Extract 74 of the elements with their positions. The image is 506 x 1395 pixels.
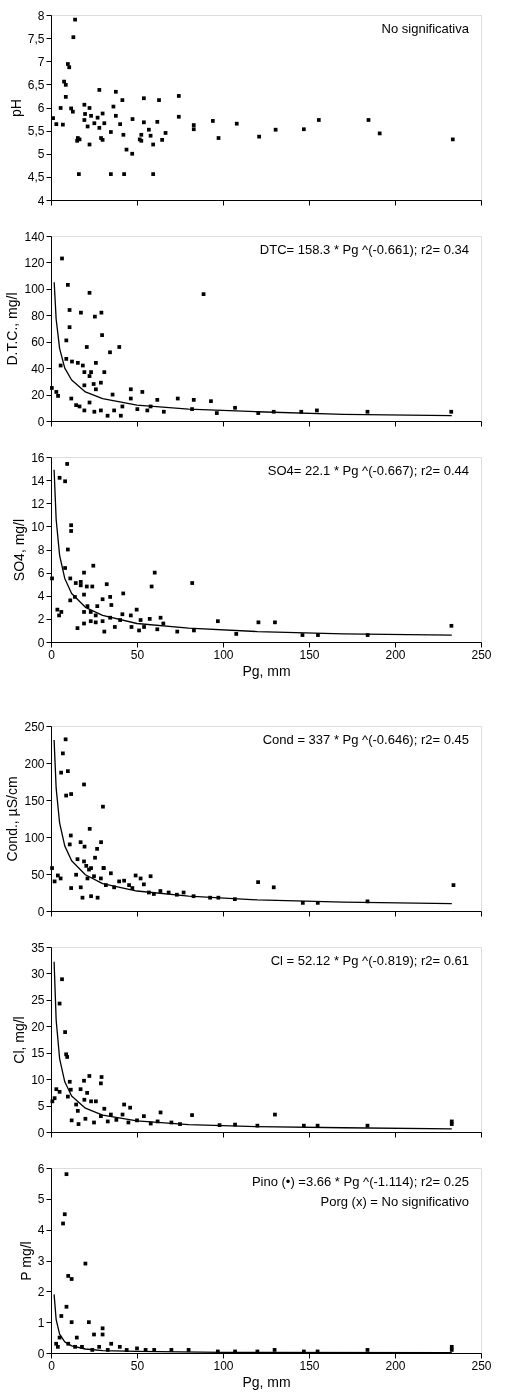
y-tick-label: 14 — [31, 473, 45, 488]
y-tick-label: 0 — [37, 1346, 45, 1361]
y-tick-label: 1 — [37, 1315, 45, 1330]
y-axis-title: P mg/l — [17, 1241, 34, 1281]
x-axis-title: Pg, mm — [242, 662, 291, 679]
y-tick-label: 5 — [37, 147, 45, 162]
y-tick-label: 7 — [37, 54, 45, 69]
y-tick-label: 8 — [37, 543, 45, 557]
x-tick-label: 250 — [471, 1358, 492, 1373]
y-tick-label: 6,5 — [27, 77, 45, 92]
y-axis-title: D.T.C., mg/l — [4, 292, 21, 366]
y-axis-title: SO4, mg/l — [11, 518, 28, 582]
y-tick-label: 0 — [37, 904, 45, 919]
x-tick-label: 200 — [385, 1358, 406, 1373]
y-tick-label: 10 — [31, 519, 45, 534]
y-tick-label: 8 — [37, 8, 45, 23]
y-tick-label: 2 — [37, 1284, 45, 1299]
y-tick-label: 100 — [24, 282, 45, 297]
y-tick-label: 10 — [31, 1072, 45, 1087]
y-tick-label: 30 — [31, 966, 45, 981]
y-tick-label: 0 — [37, 1125, 45, 1140]
y-tick-label: 5 — [37, 1192, 45, 1207]
annotation: Pino (•) =3.66 * Pg ^(-1.114); r2= 0.25 — [251, 1174, 469, 1189]
annotation: SO4= 22.1 * Pg ^(-0.667); r2= 0.44 — [267, 463, 469, 478]
x-tick-label: 250 — [471, 647, 492, 662]
annotation: Cond = 337 * Pg ^(-0.646); r2= 0.45 — [262, 732, 469, 747]
y-tick-label: 100 — [24, 830, 45, 845]
y-tick-label: 60 — [31, 335, 45, 350]
y-tick-label: 20 — [31, 388, 45, 403]
y-tick-label: 4 — [37, 193, 45, 208]
y-axis-title: Cl, mg/l — [11, 1016, 28, 1064]
y-tick-label: 20 — [31, 1019, 45, 1034]
y-tick-label: 150 — [24, 793, 45, 808]
x-axis-title: Pg, mm — [242, 1373, 291, 1390]
y-tick-label: 2 — [37, 612, 45, 627]
y-tick-label: 3 — [37, 1254, 45, 1268]
y-tick-label: 50 — [31, 867, 45, 882]
x-tick-label: 100 — [213, 647, 234, 662]
annotation: DTC= 158.3 * Pg ^(-0.661); r2= 0.34 — [259, 242, 469, 257]
y-tick-label: 15 — [31, 1046, 45, 1061]
x-tick-label: 0 — [48, 647, 56, 662]
x-tick-label: 150 — [299, 1358, 320, 1373]
y-tick-label: 140 — [24, 229, 45, 244]
y-tick-label: 250 — [24, 719, 45, 734]
y-axis-title: Cond., µS/cm — [4, 776, 21, 862]
y-tick-label: 120 — [24, 255, 45, 270]
y-tick-label: 0 — [37, 414, 45, 429]
y-tick-label: 12 — [31, 496, 45, 511]
y-tick-label: 6 — [37, 1161, 45, 1176]
y-tick-label: 4 — [37, 589, 45, 604]
x-tick-label: 200 — [385, 647, 406, 662]
y-tick-label: 5 — [37, 1099, 45, 1114]
y-tick-label: 5,5 — [27, 124, 45, 139]
y-tick-label: 7,5 — [27, 31, 45, 46]
y-tick-label: 4,5 — [27, 170, 45, 185]
x-tick-label: 100 — [213, 1358, 234, 1373]
annotation: Porg (x) = No significativo — [320, 1194, 469, 1209]
y-tick-label: 25 — [31, 993, 45, 1008]
y-tick-label: 35 — [31, 940, 45, 955]
x-tick-label: 150 — [299, 647, 320, 662]
annotation: Cl = 52.12 * Pg ^(-0.819); r2= 0.61 — [270, 953, 469, 968]
y-axis-title: pH — [7, 99, 24, 117]
y-tick-label: 4 — [37, 1223, 45, 1238]
x-tick-label: 50 — [130, 647, 145, 662]
y-tick-label: 16 — [31, 450, 45, 465]
y-tick-label: 40 — [31, 361, 45, 376]
y-tick-label: 200 — [24, 756, 45, 771]
y-tick-label: 6 — [37, 566, 45, 581]
annotation: No significativa — [381, 21, 470, 36]
x-tick-label: 50 — [130, 1358, 145, 1373]
y-tick-label: 6 — [37, 101, 45, 115]
y-tick-label: 80 — [31, 308, 45, 323]
x-tick-label: 0 — [48, 1358, 56, 1373]
y-tick-label: 0 — [37, 635, 45, 650]
